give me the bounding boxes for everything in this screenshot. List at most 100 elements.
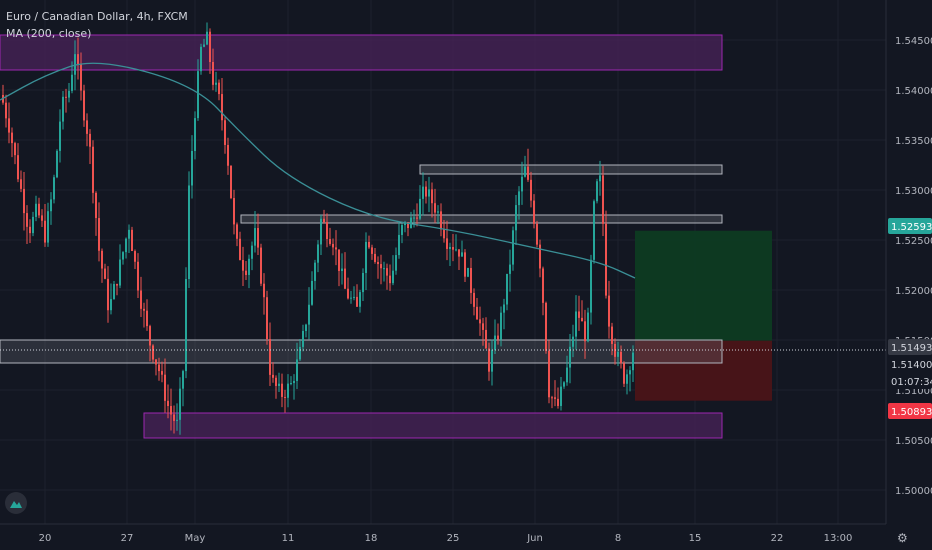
candle-body	[275, 377, 277, 386]
candle	[314, 259, 316, 290]
candle	[275, 375, 277, 399]
candle	[116, 283, 118, 296]
candle-body	[407, 222, 409, 229]
candle-body	[569, 346, 571, 368]
candle	[251, 241, 253, 271]
candle	[311, 271, 313, 306]
candle	[368, 235, 370, 249]
candle	[41, 209, 43, 228]
candle-body	[128, 229, 130, 239]
candle-body	[470, 268, 472, 293]
candle-body	[218, 82, 220, 95]
candle	[362, 268, 364, 302]
candle	[197, 59, 199, 121]
candle	[302, 324, 304, 352]
candle	[605, 210, 607, 299]
candle-body	[41, 215, 43, 221]
candle-body	[578, 311, 580, 318]
candle	[11, 127, 13, 158]
candle	[119, 244, 121, 289]
tradingview-logo-icon[interactable]	[5, 492, 27, 514]
candle	[383, 261, 385, 282]
candle	[167, 384, 169, 419]
settings-gear-icon[interactable]: ⚙	[897, 531, 908, 545]
candle	[137, 253, 139, 299]
candle	[443, 219, 445, 243]
candle-body	[494, 335, 496, 350]
candle-body	[62, 96, 64, 122]
candle	[80, 52, 82, 101]
candle	[599, 160, 601, 196]
price-tick-label: 1.50500	[895, 436, 932, 447]
candle	[248, 254, 250, 289]
price-tick-label: 1.54500	[895, 36, 932, 47]
demand-zone	[143, 412, 723, 439]
candle-body	[53, 177, 55, 200]
price-label: 1.51400	[888, 356, 932, 372]
candle-body	[611, 326, 613, 344]
candle	[293, 374, 295, 400]
candle	[350, 290, 352, 304]
candle-body	[302, 331, 304, 347]
candle-body	[260, 247, 262, 284]
candle-body	[605, 223, 607, 296]
candle	[341, 253, 343, 285]
candle-body	[509, 264, 511, 274]
candle-body	[335, 247, 337, 250]
candle-body	[215, 82, 217, 85]
candle	[497, 323, 499, 345]
candle-body	[65, 96, 67, 98]
candle	[59, 109, 61, 163]
time-tick-label: May	[185, 533, 206, 544]
candle-body	[434, 203, 436, 213]
candle-body	[386, 268, 388, 276]
candle	[539, 239, 541, 278]
candle-body	[599, 175, 601, 182]
candle-body	[401, 225, 403, 235]
candle-body	[188, 185, 190, 280]
candle	[398, 222, 400, 259]
candle	[632, 345, 634, 383]
candle	[419, 185, 421, 221]
candle-body	[629, 370, 631, 375]
candle	[224, 117, 226, 154]
candle	[569, 333, 571, 384]
candle	[50, 192, 52, 225]
candle-body	[518, 191, 520, 206]
candle-body	[98, 218, 100, 251]
candle	[209, 28, 211, 74]
candle	[308, 287, 310, 340]
candle-body	[377, 261, 379, 265]
candle	[38, 197, 40, 219]
take-profit-zone	[635, 230, 772, 341]
candle-body	[323, 218, 325, 223]
candle-body	[248, 258, 250, 275]
candle	[566, 355, 568, 386]
candle-body	[95, 192, 97, 219]
candle-body	[617, 351, 619, 357]
candle	[245, 261, 247, 281]
candle	[602, 165, 604, 237]
candle-body	[560, 386, 562, 406]
candle-body	[227, 144, 229, 166]
candle	[626, 369, 628, 395]
candle-body	[23, 188, 25, 214]
candle-body	[425, 186, 427, 197]
candle-body	[383, 268, 385, 270]
candle	[191, 135, 193, 199]
candle-body	[266, 297, 268, 340]
candle-body	[221, 94, 223, 121]
candle-body	[113, 284, 115, 300]
candle	[365, 232, 367, 290]
candle	[146, 299, 148, 331]
candle-body	[287, 383, 289, 398]
support-zone	[0, 339, 723, 364]
candle-body	[5, 102, 7, 119]
candle	[506, 273, 508, 311]
candle	[521, 161, 523, 205]
candle-body	[554, 397, 556, 399]
candle	[200, 43, 202, 75]
candle	[428, 176, 430, 213]
candle	[164, 358, 166, 413]
